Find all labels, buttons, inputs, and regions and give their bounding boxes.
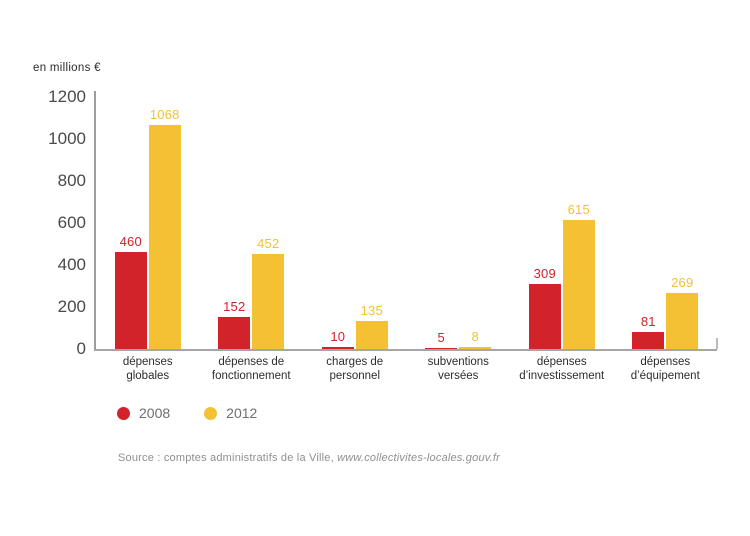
category-label-line: dépenses	[536, 356, 587, 368]
bar-2008	[632, 332, 665, 349]
legend-item-2012: 2012	[204, 405, 257, 421]
bar-2012	[459, 347, 492, 349]
legend-label: 2012	[226, 405, 258, 421]
bar-value-label: 460	[119, 234, 142, 250]
bar-2012	[355, 320, 388, 349]
bar-2008	[218, 317, 251, 349]
y-tick-label: 600	[57, 213, 86, 232]
legend: 2008 2012	[117, 405, 257, 421]
bar-2012	[252, 254, 285, 349]
bar-value-label: 81	[640, 314, 656, 329]
category-label-line: d’équipement	[630, 369, 700, 382]
bar-value-label: 5	[437, 329, 445, 345]
bar-2012	[148, 124, 181, 349]
y-tick-label: 1200	[48, 87, 86, 106]
y-tick-label: 1000	[48, 129, 86, 148]
x-axis-end-tick	[716, 338, 718, 349]
y-axis-line	[94, 91, 96, 351]
bar-value-label: 309	[533, 266, 556, 282]
bar-2008	[321, 346, 354, 349]
x-axis-line	[94, 348, 717, 351]
category-label-line: dépenses	[640, 356, 691, 368]
source-text: Source : comptes administratifs de la Vi…	[118, 452, 338, 464]
source-link: www.collectivites-locales.gouv.fr	[337, 452, 501, 464]
bar-2008	[114, 252, 147, 349]
y-tick-label: 800	[57, 171, 86, 190]
category-label-line: dépenses de	[218, 356, 285, 368]
y-tick-label: 200	[57, 297, 86, 316]
y-tick-label: 400	[57, 255, 86, 274]
source-note: Source : comptes administratifs de la Vi…	[118, 452, 500, 464]
bar-2012	[666, 292, 699, 349]
plot-area: 0 200 400 600 800 1000 1200 460 1068 dépenses glob…	[48, 88, 718, 382]
legend-swatch-icon	[204, 406, 218, 420]
category-label-line: dépenses	[122, 356, 173, 368]
category-label-line: fonctionnement	[211, 369, 291, 382]
bar-value-label: 8	[471, 329, 479, 345]
category-label: dépenses de fonctionnement	[195, 356, 307, 383]
y-axis-unit-label: en millions €	[33, 62, 101, 74]
category-label-line: globales	[126, 369, 170, 382]
category-label: dépenses d’équipement	[609, 356, 721, 383]
bar-2008	[528, 284, 561, 349]
category-label: charges de personnel	[299, 356, 411, 383]
category-label: dépenses globales	[92, 356, 204, 383]
bar-2012	[562, 219, 595, 349]
category-label-line: versées	[438, 369, 479, 382]
category-label: subventions versées	[402, 356, 514, 383]
category-label-line: charges de	[326, 356, 384, 368]
bar-value-label: 135	[360, 302, 383, 318]
bar-2008	[425, 347, 458, 349]
bar-value-label: 452	[257, 236, 280, 252]
legend-item-2008: 2008	[117, 405, 170, 421]
category-label-line: d’investissement	[519, 369, 605, 382]
bar-value-label: 152	[223, 299, 246, 315]
legend-swatch-icon	[117, 406, 130, 420]
category-label-line: subventions	[427, 356, 489, 368]
bar-value-label: 269	[671, 274, 694, 290]
bar-value-label: 10	[330, 328, 346, 344]
y-tick-label: 0	[76, 339, 86, 358]
bar-value-label: 615	[567, 201, 590, 217]
bar-value-label: 1068	[149, 106, 180, 122]
category-label: dépenses d’investissement	[506, 356, 618, 383]
legend-label: 2008	[139, 405, 171, 421]
category-label-line: personnel	[329, 369, 380, 382]
